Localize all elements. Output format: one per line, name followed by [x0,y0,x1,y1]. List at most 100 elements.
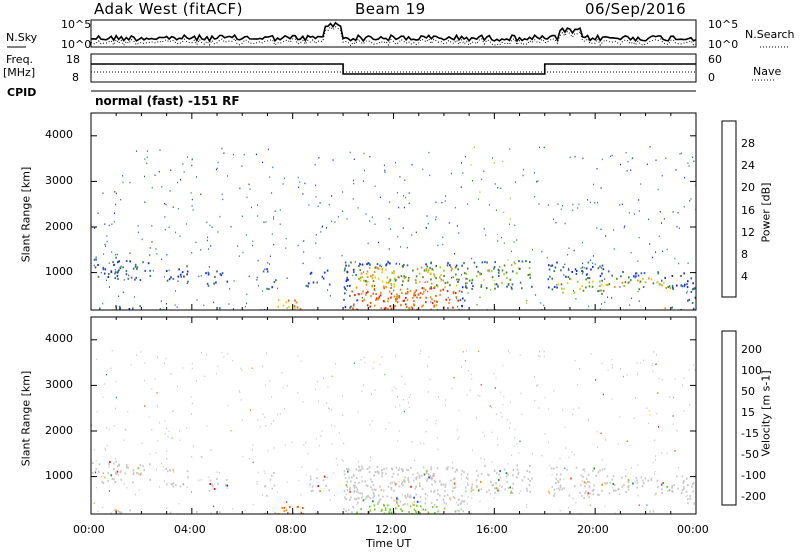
velocity-cell [376,470,379,473]
velocity-speck [286,385,288,387]
power-cell [440,274,442,277]
power-speck [215,168,217,171]
power-speck [282,183,284,185]
power-cell [550,264,552,267]
velocity-speck [423,442,425,445]
velocity-cell [169,511,172,514]
power-cell [506,285,508,288]
velocity-cell [349,498,351,501]
power-speck [389,201,391,203]
velocity-speck [471,497,473,499]
power-cell [430,278,432,281]
power-speck [118,295,120,297]
velocity-speck [190,396,192,398]
power-speck [342,210,344,213]
velocity-speck [620,367,621,370]
power-cell [114,277,117,280]
velocity-cell [493,470,496,472]
power-cell [108,273,110,275]
power-cell [548,268,551,271]
power-cell [393,277,396,280]
power-cell [439,293,441,296]
power-cell [408,308,411,310]
power-cell [430,308,432,310]
velocity-cell [381,472,383,475]
power-cbar-tick-4: 4 [741,270,748,283]
power-speck [154,174,156,176]
power-speck [200,275,202,277]
power-cell [94,266,97,269]
power-cell [396,295,399,298]
velocity-speck [104,447,106,450]
power-cell [110,271,113,274]
power-speck [596,168,598,170]
power-speck [425,226,427,229]
velocity-speck [162,466,164,468]
power-speck [562,205,563,207]
power-speck [262,290,264,292]
velocity-cell [683,486,685,489]
power-cell [421,287,424,290]
velocity-cell [689,495,691,498]
power-cell [452,290,455,293]
power-cell [511,283,514,286]
velocity-speck [334,425,336,427]
velocity-cell [210,512,212,514]
velocity-speck [227,404,229,407]
power-cell [525,260,527,263]
power-cell [403,277,406,280]
velocity-cell [400,508,402,511]
velocity-speck [578,407,580,409]
power-cell [436,300,438,303]
velocity-speck [516,443,518,445]
velocity-speck [643,359,645,362]
xtick-1200: 12:00 [375,523,407,536]
velocity-cell [348,476,350,479]
velocity-speck [520,392,522,395]
velocity-speck [656,412,658,415]
power-cell [219,307,221,310]
noise-frame [90,19,697,48]
velocity-speck [674,378,676,381]
velocity-cell [102,472,105,475]
power-cell [266,270,269,273]
velocity-cell [350,496,352,499]
velocity-cell [373,474,375,477]
power-cell [353,271,355,274]
power-cell [426,280,429,283]
velocity-cell [283,510,286,513]
velocity-cell [401,482,403,485]
velocity-cell [612,475,615,478]
power-speck [94,227,96,229]
power-cell [606,284,609,287]
power-cell [412,269,414,272]
velocity-speck [102,396,104,398]
power-cell [435,294,437,297]
power-speck [207,248,209,250]
power-cell [413,292,415,295]
power-speck [272,166,274,169]
power-speck [180,178,181,181]
power-cell [323,271,326,274]
power-speck [177,181,178,184]
power-cbar-tick-12: 12 [741,226,755,239]
power-speck [466,282,468,284]
power-cell [427,271,429,274]
velocity-cell [671,486,673,489]
velocity-cell [390,487,393,489]
power-cell [480,284,483,287]
velocity-cell [380,509,383,512]
power-cell [439,289,442,292]
power-cbar-tick-28: 28 [741,137,755,150]
velocity-cell [423,473,426,476]
velocity-cell [442,498,445,501]
velocity-cell [208,489,211,492]
velocity-cell [348,468,350,471]
velocity-cell [356,512,358,514]
velocity-cell [556,473,558,476]
velocity-cell [264,512,267,514]
power-speck [422,168,424,171]
velocity-cell [476,485,478,488]
power-cbar-tick-24: 24 [741,159,755,172]
velocity-speck [526,503,528,506]
